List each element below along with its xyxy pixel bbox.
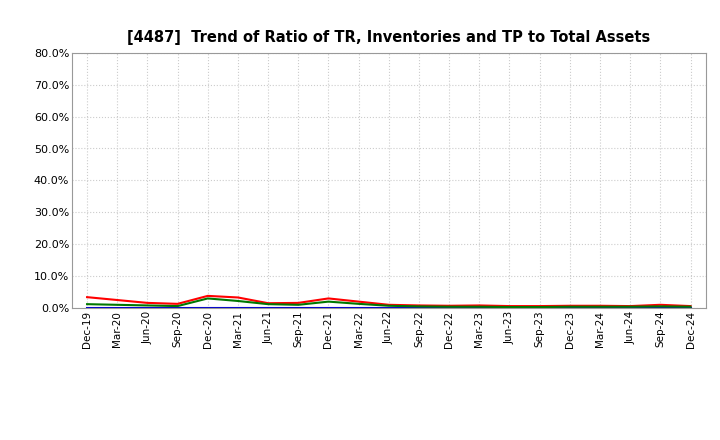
Trade Payables [354,301,363,307]
Trade Receivables [415,303,423,308]
Trade Receivables [565,303,574,308]
Trade Payables [595,304,604,309]
Trade Payables [113,302,122,308]
Trade Payables [204,296,212,301]
Trade Payables [264,301,272,307]
Trade Payables [445,304,454,309]
Inventories [595,305,604,311]
Inventories [324,305,333,311]
Trade Payables [324,299,333,304]
Trade Receivables [505,304,514,309]
Trade Payables [83,301,91,307]
Inventories [445,305,454,311]
Trade Receivables [536,304,544,309]
Trade Payables [143,303,152,308]
Trade Payables [174,304,182,309]
Inventories [686,305,695,311]
Trade Receivables [595,303,604,308]
Inventories [415,305,423,311]
Trade Payables [475,304,484,309]
Trade Receivables [686,304,695,309]
Trade Payables [626,304,634,309]
Inventories [505,305,514,311]
Inventories [264,305,272,311]
Line: Trade Payables: Trade Payables [87,298,690,307]
Trade Receivables [204,293,212,298]
Trade Payables [294,302,302,308]
Trade Receivables [475,303,484,308]
Inventories [565,305,574,311]
Inventories [536,305,544,311]
Trade Payables [565,304,574,309]
Trade Payables [233,298,242,304]
Inventories [384,305,393,311]
Trade Receivables [384,302,393,308]
Inventories [113,305,122,311]
Trade Payables [536,304,544,310]
Inventories [143,305,152,311]
Inventories [354,305,363,311]
Inventories [475,305,484,311]
Trade Receivables [83,294,91,300]
Title: [4487]  Trend of Ratio of TR, Inventories and TP to Total Assets: [4487] Trend of Ratio of TR, Inventories… [127,29,650,45]
Trade Receivables [354,299,363,304]
Trade Payables [686,304,695,309]
Inventories [656,305,665,311]
Trade Receivables [445,303,454,308]
Trade Receivables [264,301,272,306]
Trade Receivables [233,295,242,300]
Trade Receivables [113,297,122,303]
Trade Payables [415,304,423,309]
Line: Trade Receivables: Trade Receivables [87,296,690,306]
Trade Payables [384,303,393,308]
Inventories [626,305,634,311]
Trade Payables [505,304,514,310]
Trade Receivables [656,302,665,308]
Inventories [233,305,242,311]
Inventories [174,305,182,311]
Trade Receivables [294,300,302,305]
Trade Receivables [324,296,333,301]
Inventories [83,305,91,311]
Inventories [204,305,212,311]
Trade Receivables [143,300,152,305]
Trade Receivables [174,301,182,307]
Inventories [294,305,302,311]
Trade Payables [656,304,665,309]
Trade Receivables [626,304,634,309]
